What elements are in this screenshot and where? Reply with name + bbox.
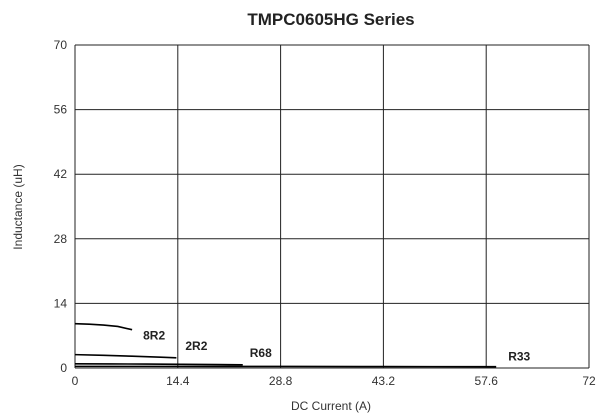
axis-ticks: 0 14.4 28.8 43.2 57.6 72 0 14 28 42 56 70 [54, 38, 596, 388]
y-tick-label: 28 [54, 232, 68, 246]
x-tick-label: 72 [582, 374, 596, 388]
grid [74, 44, 590, 369]
series-label-r68: R68 [250, 346, 272, 360]
series-lines [74, 322, 497, 368]
x-axis-label: DC Current (A) [291, 399, 371, 413]
x-tick-label: 28.8 [269, 374, 293, 388]
chart-title: TMPC0605HG Series [247, 10, 414, 29]
y-tick-label: 0 [60, 361, 67, 375]
x-tick-label: 14.4 [166, 374, 190, 388]
y-tick-label: 70 [54, 38, 68, 52]
y-tick-label: 56 [54, 103, 68, 117]
x-tick-label: 57.6 [475, 374, 499, 388]
series-line-8r2 [74, 322, 133, 331]
series-labels: 8R2 2R2 R68 R33 [143, 329, 530, 364]
y-tick-label: 42 [54, 167, 68, 181]
series-line-r68 [74, 363, 243, 366]
x-tick-label: 43.2 [372, 374, 396, 388]
series-label-8r2: 8R2 [143, 329, 165, 343]
series-line-2r2 [74, 353, 177, 359]
series-label-r33: R33 [508, 350, 530, 364]
y-axis-label: Inductance (uH) [11, 164, 25, 249]
series-label-2r2: 2R2 [185, 339, 207, 353]
x-tick-label: 0 [72, 374, 79, 388]
y-tick-label: 14 [54, 296, 68, 310]
